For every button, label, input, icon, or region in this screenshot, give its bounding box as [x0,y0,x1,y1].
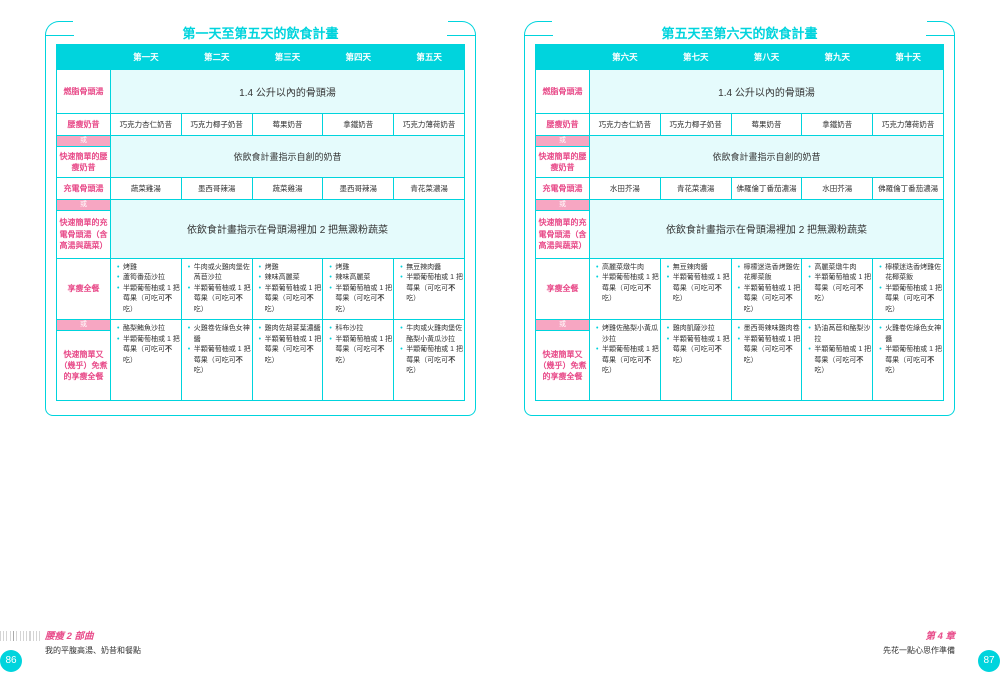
footer-title: 腰瘦 2 部曲 [45,631,94,642]
cell: 墨西哥辣湯 [181,178,252,200]
or-label: 或 [536,200,590,211]
day: 第六天 [590,45,661,70]
cell: 青花菜濃湯 [660,178,731,200]
day: 第二天 [181,45,252,70]
right-title: 第五天至第六天的飲食計畫 [653,23,825,42]
footer-left: 腰瘦 2 部曲 我的平腹高湯、奶昔和餐點 [45,630,141,657]
merged-cell: 依飲食計畫指示自創的奶昔 [590,136,944,178]
left-title: 第一天至第五天的飲食計畫 [174,23,346,42]
footer-title: 第 4 章 [925,631,955,642]
list-cell: 烤雞辣味高麗菜半顆葡萄柚或 1 把莓果（可吃可不吃） [323,258,394,320]
right-table: 第六天 第七天 第八天 第九天 第十天 燃脂骨頭湯1.4 公升以內的骨頭湯 腰瘦… [535,44,944,401]
cell: 蔬菜雞湯 [111,178,182,200]
list-cell: 雞肉佐胡荽葉濃醬半顆葡萄柚或 1 把莓果（可吃可不吃） [252,320,323,401]
list-cell: 奶油萵苣和酪梨沙拉半顆葡萄柚或 1 把莓果（可吃可不吃） [802,320,873,401]
list-cell: 無豆辣肉醬半顆葡萄柚或 1 把莓果（可吃可不吃） [394,258,465,320]
cell: 巧克力椰子奶昔 [660,114,731,136]
day: 第八天 [731,45,802,70]
footer-right: 第 4 章 先花一點心思作準備 [883,630,955,657]
day: 第九天 [802,45,873,70]
footer-sub: 先花一點心思作準備 [883,646,955,655]
header-row: 第一天 第二天 第三天 第四天 第五天 [57,45,465,70]
cell: 巧克力薄荷奶昔 [873,114,944,136]
full-row: 享瘦全餐 烤雞蘆筍番茄沙拉半顆葡萄柚或 1 把莓果（可吃可不吃） 牛肉或火雞肉堡… [57,258,465,320]
row-label: 快速簡單的腰瘦奶昔 [57,146,111,177]
ruler-decoration [0,631,40,641]
day: 第一天 [111,45,182,70]
footer-sub: 我的平腹高湯、奶昔和餐點 [45,646,141,655]
left-frame: 第一天至第五天的飲食計畫 第一天 第二天 第三天 第四天 第五天 燃脂骨頭湯1.… [45,35,476,416]
cell: 莓果奶昔 [252,114,323,136]
cell: 水田芥湯 [590,178,661,200]
list-cell: 烤雞佐酪梨小黃瓜沙拉半顆葡萄柚或 1 把莓果（可吃可不吃） [590,320,661,401]
list-cell: 烤雞蘆筍番茄沙拉半顆葡萄柚或 1 把莓果（可吃可不吃） [111,258,182,320]
cell: 巧克力杏仁奶昔 [111,114,182,136]
cell: 青花菜濃湯 [394,178,465,200]
row-label: 享瘦全餐 [57,258,111,320]
row-label: 充電骨頭湯 [536,178,590,200]
list-cell: 無豆辣肉醬半顆葡萄柚或 1 把莓果（可吃可不吃） [660,258,731,320]
page-number-left: 86 [0,650,22,672]
row-label: 快速簡單又（幾乎）免煮的享瘦全餐 [57,330,111,400]
list-cell: 牛肉或火雞肉堡佐酪梨小黃瓜沙拉半顆葡萄柚或 1 把莓果（可吃可不吃） [394,320,465,401]
row-label: 充電骨頭湯 [57,178,111,200]
row-label: 快速簡單的充電骨頭湯（含高湯與蔬菜） [57,210,111,258]
or-label: 或 [57,200,111,211]
list-cell: 牛肉或火雞肉堡佐萵苣沙拉半顆葡萄柚或 1 把莓果（可吃可不吃） [181,258,252,320]
day: 第七天 [660,45,731,70]
row-label: 腰瘦奶昔 [536,114,590,136]
or-label: 或 [57,136,111,147]
cell: 蔬菜雞湯 [252,178,323,200]
cell: 墨西哥辣湯 [323,178,394,200]
list-cell: 高麗菜燉牛肉半顆葡萄柚或 1 把莓果（可吃可不吃） [802,258,873,320]
list-cell: 酪梨鮪魚沙拉半顆葡萄柚或 1 把莓果（可吃可不吃） [111,320,182,401]
left-page: 第一天至第五天的飲食計畫 第一天 第二天 第三天 第四天 第五天 燃脂骨頭湯1.… [45,20,476,416]
merged-cell: 1.4 公升以內的骨頭湯 [111,70,465,114]
cell: 莓果奶昔 [731,114,802,136]
row-label: 燃脂骨頭湯 [536,70,590,114]
header-row: 第六天 第七天 第八天 第九天 第十天 [536,45,944,70]
day: 第三天 [252,45,323,70]
cell: 拿鐵奶昔 [802,114,873,136]
or-label: 或 [536,320,590,331]
row-label: 腰瘦奶昔 [57,114,111,136]
cell: 佛羅倫丁番茄濃湯 [873,178,944,200]
or-label: 或 [57,320,111,331]
row-label: 燃脂骨頭湯 [57,70,111,114]
or-label: 或 [536,136,590,147]
merged-cell: 依飲食計畫指示自創的奶昔 [111,136,465,178]
right-frame: 第五天至第六天的飲食計畫 第六天 第七天 第八天 第九天 第十天 燃脂骨頭湯1.… [524,35,955,416]
left-table: 第一天 第二天 第三天 第四天 第五天 燃脂骨頭湯1.4 公升以內的骨頭湯 腰瘦… [56,44,465,401]
list-cell: 火雞卷佐綠色女神醬半顆葡萄柚或 1 把莓果（可吃可不吃） [181,320,252,401]
merged-cell: 依飲食計畫指示在骨頭湯裡加 2 把無澱粉蔬菜 [111,200,465,259]
list-cell: 檸檬迷迭香烤雞佐花椰菜飯半顆葡萄柚或 1 把莓果（可吃可不吃） [731,258,802,320]
list-cell: 檸檬迷迭香烤雞佐花椰菜飯半顆葡萄柚或 1 把莓果（可吃可不吃） [873,258,944,320]
cell: 巧克力杏仁奶昔 [590,114,661,136]
day: 第四天 [323,45,394,70]
cell: 水田芥湯 [802,178,873,200]
row-label: 享瘦全餐 [536,258,590,320]
cell: 巧克力薄荷奶昔 [394,114,465,136]
cell: 佛羅倫丁番茄濃湯 [731,178,802,200]
list-cell: 墨西哥辣味雞肉卷半顆葡萄柚或 1 把莓果（可吃可不吃） [731,320,802,401]
row-label: 快速簡單的腰瘦奶昔 [536,146,590,177]
row-label: 快速簡單又（幾乎）免煮的享瘦全餐 [536,330,590,400]
list-cell: 雞肉凱薩沙拉半顆葡萄柚或 1 把莓果（可吃可不吃） [660,320,731,401]
cell: 拿鐵奶昔 [323,114,394,136]
full-row: 享瘦全餐 高麗菜燉牛肉半顆葡萄柚或 1 把莓果（可吃可不吃） 無豆辣肉醬半顆葡萄… [536,258,944,320]
list-cell: 科布沙拉半顆葡萄柚或 1 把莓果（可吃可不吃） [323,320,394,401]
day: 第五天 [394,45,465,70]
list-cell: 高麗菜燉牛肉半顆葡萄柚或 1 把莓果（可吃可不吃） [590,258,661,320]
list-cell: 烤雞辣味高麗菜半顆葡萄柚或 1 把莓果（可吃可不吃） [252,258,323,320]
cell: 巧克力椰子奶昔 [181,114,252,136]
merged-cell: 依飲食計畫指示在骨頭湯裡加 2 把無澱粉蔬菜 [590,200,944,259]
right-page: 第五天至第六天的飲食計畫 第六天 第七天 第八天 第九天 第十天 燃脂骨頭湯1.… [524,20,955,416]
list-cell: 火雞卷佐綠色女神醬半顆葡萄柚或 1 把莓果（可吃可不吃） [873,320,944,401]
day: 第十天 [873,45,944,70]
row-label: 快速簡單的充電骨頭湯（含高湯與蔬菜） [536,210,590,258]
merged-cell: 1.4 公升以內的骨頭湯 [590,70,944,114]
page-number-right: 87 [978,650,1000,672]
